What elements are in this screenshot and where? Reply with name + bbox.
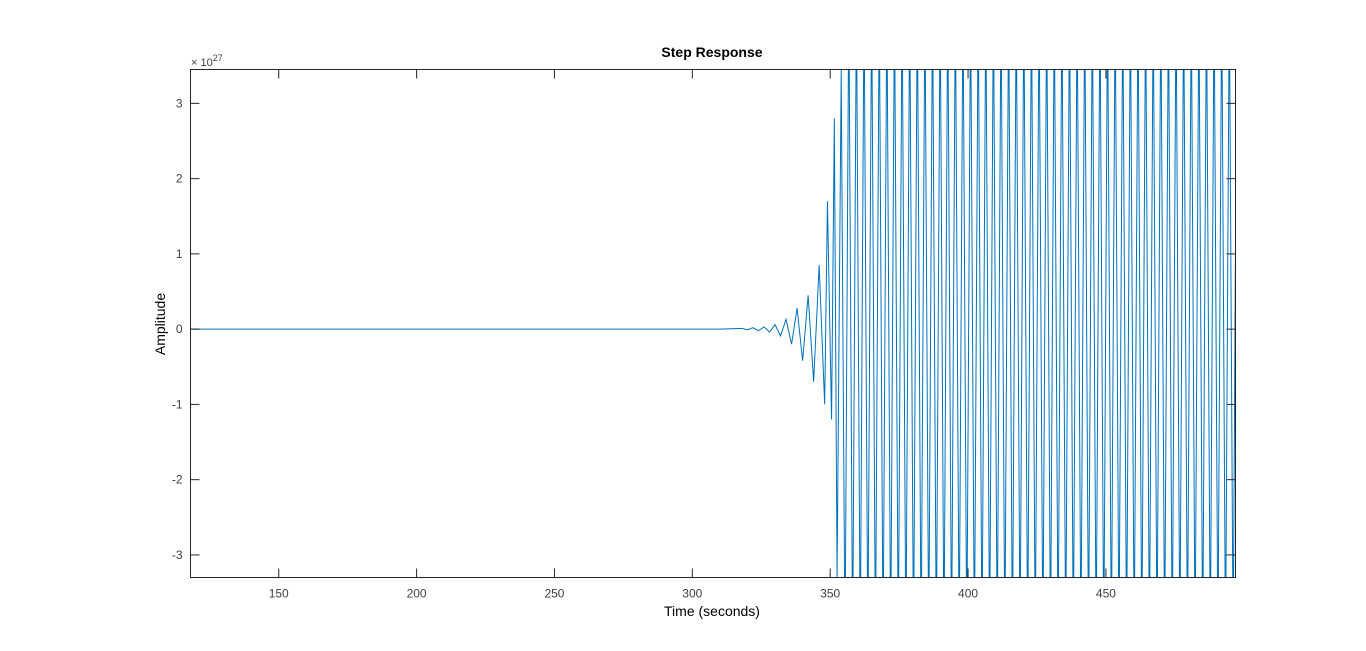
x-tick-label: 200 xyxy=(407,587,427,601)
x-axis-label: Time (seconds) xyxy=(664,603,760,619)
x-tick-label: 450 xyxy=(1096,587,1116,601)
y-tick-label: -3 xyxy=(172,548,183,562)
y-tick-label: 0 xyxy=(176,322,183,336)
response-series-line xyxy=(190,69,1236,578)
y-exponent-label: × 1027 xyxy=(191,53,223,69)
y-exponent-power: 27 xyxy=(213,53,223,63)
x-tick-label: 400 xyxy=(958,587,978,601)
y-tick-label: -2 xyxy=(172,473,183,487)
y-tick-label: 2 xyxy=(176,172,183,186)
x-tick-label: 250 xyxy=(544,587,564,601)
axis-ticks: 150 200 250 300 350 400 450 -3 -2 -1 0 1 2 3 xyxy=(172,69,1236,601)
chart-title: Step Response xyxy=(661,44,762,60)
y-axis-label: Amplitude xyxy=(152,293,168,355)
y-tick-label: 3 xyxy=(176,96,183,110)
y-tick-label: -1 xyxy=(172,397,183,411)
y-exponent-base: × 10 xyxy=(191,57,213,69)
x-tick-label: 150 xyxy=(269,587,289,601)
x-tick-label: 300 xyxy=(682,587,702,601)
plot-area xyxy=(190,69,1236,578)
y-tick-label: 1 xyxy=(176,247,183,261)
axes-box xyxy=(190,69,1236,578)
x-tick-label: 350 xyxy=(820,587,840,601)
